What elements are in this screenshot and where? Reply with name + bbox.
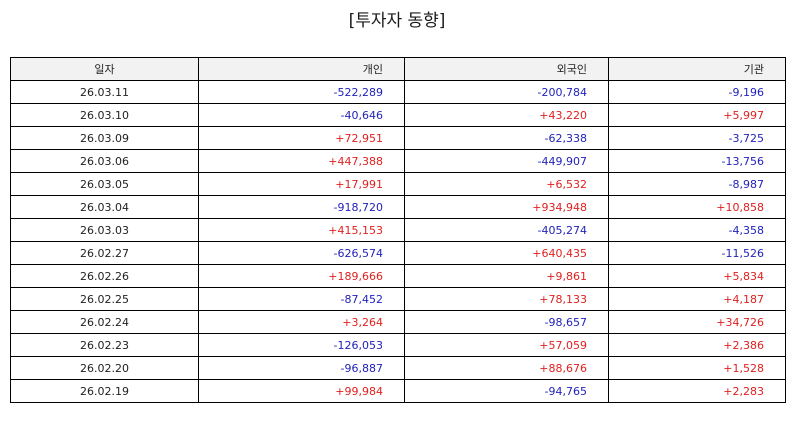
- cell-date: 26.03.09: [10, 126, 199, 150]
- cell-date: 26.02.24: [10, 310, 199, 334]
- cell-foreign: -405,274: [404, 218, 609, 242]
- cell-foreign: +88,676: [404, 356, 609, 380]
- cell-foreign: -449,907: [404, 149, 609, 173]
- table-row: 26.02.26 +189,666 +9,861 +5,834: [10, 264, 786, 288]
- table-row: 26.02.24 +3,264 -98,657 +34,726: [10, 310, 786, 334]
- cell-foreign: -62,338: [404, 126, 609, 150]
- cell-foreign: +934,948: [404, 195, 609, 219]
- table-body: 26.03.11 -522,289 -200,784 -9,196 26.03.10 -4…: [10, 80, 786, 403]
- table-row: 26.02.20 -96,887 +88,676 +1,528: [10, 356, 786, 380]
- header-foreign: 외국인: [404, 57, 609, 81]
- cell-date: 26.03.10: [10, 103, 199, 127]
- table-row: 26.02.19 +99,984 -94,765 +2,283: [10, 379, 786, 403]
- cell-date: 26.02.26: [10, 264, 199, 288]
- cell-institution: -8,987: [608, 172, 786, 196]
- cell-institution: -13,756: [608, 149, 786, 173]
- cell-individual: +3,264: [198, 310, 405, 334]
- table-row: 26.03.03 +415,153 -405,274 -4,358: [10, 218, 786, 242]
- cell-date: 26.02.27: [10, 241, 199, 265]
- cell-institution: +10,858: [608, 195, 786, 219]
- cell-date: 26.03.04: [10, 195, 199, 219]
- cell-foreign: -94,765: [404, 379, 609, 403]
- cell-institution: +1,528: [608, 356, 786, 380]
- table-row: 26.03.10 -40,646 +43,220 +5,997: [10, 103, 786, 127]
- cell-foreign: +640,435: [404, 241, 609, 265]
- cell-individual: -87,452: [198, 287, 405, 311]
- cell-institution: +2,283: [608, 379, 786, 403]
- cell-individual: -918,720: [198, 195, 405, 219]
- header-institution: 기관: [608, 57, 786, 81]
- cell-date: 26.03.11: [10, 80, 199, 104]
- cell-foreign: +43,220: [404, 103, 609, 127]
- table-row: 26.02.23 -126,053 +57,059 +2,386: [10, 333, 786, 357]
- cell-institution: +5,834: [608, 264, 786, 288]
- cell-individual: -96,887: [198, 356, 405, 380]
- table-row: 26.03.04 -918,720 +934,948 +10,858: [10, 195, 786, 219]
- cell-foreign: +9,861: [404, 264, 609, 288]
- cell-individual: +99,984: [198, 379, 405, 403]
- cell-institution: -3,725: [608, 126, 786, 150]
- cell-institution: +5,997: [608, 103, 786, 127]
- cell-individual: +189,666: [198, 264, 405, 288]
- header-date: 일자: [10, 57, 199, 81]
- cell-institution: +4,187: [608, 287, 786, 311]
- cell-date: 26.03.03: [10, 218, 199, 242]
- cell-individual: -522,289: [198, 80, 405, 104]
- cell-foreign: +78,133: [404, 287, 609, 311]
- cell-individual: -126,053: [198, 333, 405, 357]
- cell-individual: +447,388: [198, 149, 405, 173]
- cell-date: 26.02.19: [10, 379, 199, 403]
- cell-individual: +415,153: [198, 218, 405, 242]
- table-row: 26.03.06 +447,388 -449,907 -13,756: [10, 149, 786, 173]
- table-header-row: 일자 개인 외국인 기관: [10, 57, 786, 81]
- table-row: 26.03.05 +17,991 +6,532 -8,987: [10, 172, 786, 196]
- cell-date: 26.02.25: [10, 287, 199, 311]
- cell-individual: -626,574: [198, 241, 405, 265]
- investor-trend-table: 일자 개인 외국인 기관 26.03.11 -522,289 -200,784 -9,…: [10, 57, 786, 403]
- cell-individual: +72,951: [198, 126, 405, 150]
- page-title: [투자자 동향]: [348, 11, 446, 31]
- cell-institution: -9,196: [608, 80, 786, 104]
- cell-institution: +2,386: [608, 333, 786, 357]
- cell-foreign: -98,657: [404, 310, 609, 334]
- cell-date: 26.03.06: [10, 149, 199, 173]
- cell-date: 26.02.23: [10, 333, 199, 357]
- table-row: 26.03.09 +72,951 -62,338 -3,725: [10, 126, 786, 150]
- cell-date: 26.03.05: [10, 172, 199, 196]
- cell-foreign: +57,059: [404, 333, 609, 357]
- cell-institution: -4,358: [608, 218, 786, 242]
- cell-foreign: -200,784: [404, 80, 609, 104]
- cell-foreign: +6,532: [404, 172, 609, 196]
- cell-individual: +17,991: [198, 172, 405, 196]
- cell-institution: +34,726: [608, 310, 786, 334]
- table-row: 26.02.27 -626,574 +640,435 -11,526: [10, 241, 786, 265]
- table-row: 26.02.25 -87,452 +78,133 +4,187: [10, 287, 786, 311]
- cell-institution: -11,526: [608, 241, 786, 265]
- cell-individual: -40,646: [198, 103, 405, 127]
- cell-date: 26.02.20: [10, 356, 199, 380]
- table-row: 26.03.11 -522,289 -200,784 -9,196: [10, 80, 786, 104]
- header-individual: 개인: [198, 57, 405, 81]
